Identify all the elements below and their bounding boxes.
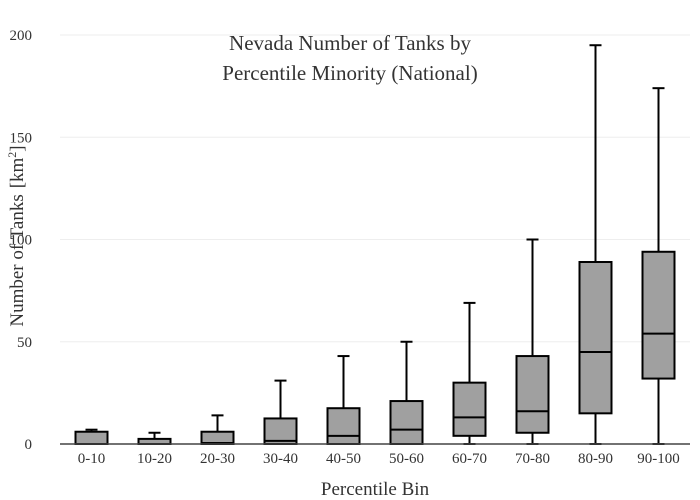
box-80-90 <box>578 44 613 445</box>
box-90-100 <box>641 87 676 445</box>
box-20-30 <box>200 414 235 446</box>
box-body-70-80 <box>515 355 550 434</box>
x-tick-label-0-10: 0-10 <box>78 451 106 467</box>
box-body-90-100 <box>641 250 676 380</box>
box-40-50 <box>326 355 361 445</box>
x-tick-label-60-70: 60-70 <box>452 451 487 467</box>
y-axis-title-main: Number of Tanks <box>7 194 28 326</box>
y-axis-title-unit-close: ] <box>7 145 28 151</box>
x-tick-label-20-30: 20-30 <box>200 451 235 467</box>
x-tick-label-90-100: 90-100 <box>637 451 680 467</box>
box-70-80 <box>515 238 550 445</box>
y-axis-title: Number of Tanks [km2] <box>5 145 28 326</box>
box-body-40-50 <box>326 407 361 445</box>
box-60-70 <box>452 301 487 445</box>
box-10-20 <box>137 431 172 446</box>
x-tick-label-10-20: 10-20 <box>137 451 172 467</box>
x-tick-label-50-60: 50-60 <box>389 451 424 467</box>
box-body-50-60 <box>389 400 424 445</box>
box-30-40 <box>263 379 298 445</box>
x-tick-label-40-50: 40-50 <box>326 451 361 467</box>
x-tick-label-30-40: 30-40 <box>263 451 298 467</box>
y-tick-labels: 0 50 100 150 200 <box>10 28 33 453</box>
y-tick-label-0: 0 <box>25 437 33 453</box>
y-tick-label-50: 50 <box>17 335 32 351</box>
x-tick-label-70-80: 70-80 <box>515 451 550 467</box>
x-tick-label-80-90: 80-90 <box>578 451 613 467</box>
chart-title-line-2: Percentile Minority (National) <box>222 61 477 85</box>
x-tick-labels: 0-10 10-20 20-30 30-40 40-50 50-60 60-70 70-80 8… <box>78 451 680 467</box>
box-0-10 <box>74 428 109 446</box>
y-tick-label-200: 200 <box>10 28 33 44</box>
y-tick-label-150: 150 <box>10 130 33 146</box>
box-50-60 <box>389 340 424 445</box>
y-axis-title-unit-sup: 2 <box>5 152 19 158</box>
y-tick-label-100: 100 <box>10 233 33 249</box>
box-body-0-10 <box>74 430 109 446</box>
x-axis-title: Percentile Bin <box>321 479 430 500</box>
box-body-60-70 <box>452 381 487 437</box>
chart-title-line-1: Nevada Number of Tanks by <box>229 31 471 55</box>
boxes <box>74 44 676 446</box>
box-body-80-90 <box>578 260 613 415</box>
y-axis-title-unit: [km <box>7 157 28 188</box>
